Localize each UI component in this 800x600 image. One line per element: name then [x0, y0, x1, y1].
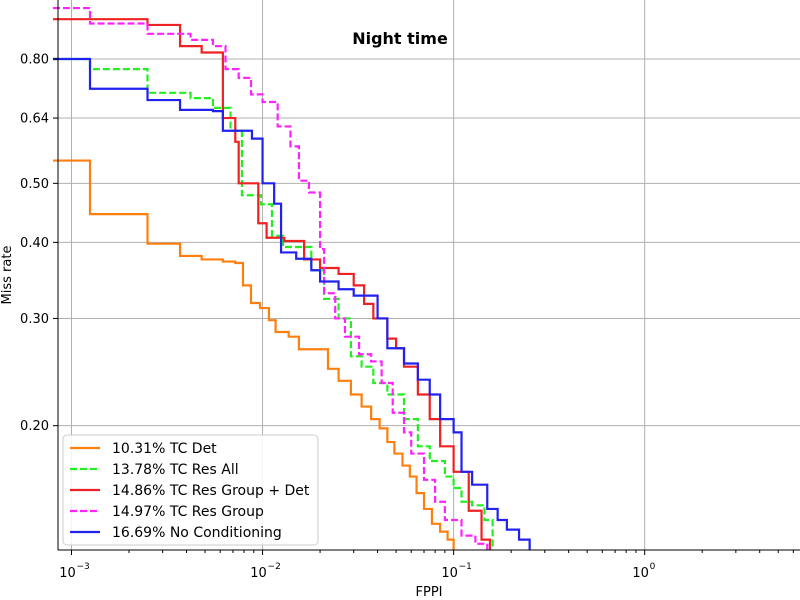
series-line [52, 18, 492, 550]
chart-title: Night time [352, 29, 448, 48]
x-tick-label: 10 [59, 566, 76, 581]
series-line [52, 159, 455, 550]
series-line [52, 6, 489, 550]
grid-lines [58, 0, 800, 550]
legend-entry: 10.31% TC Det [112, 441, 217, 457]
x-tick-exponent: −3 [76, 562, 89, 572]
legend-entry: 16.69% No Conditioning [112, 525, 282, 541]
x-tick-label: 10 [250, 566, 267, 581]
x-tick-label: 10 [632, 566, 649, 581]
legend: 10.31% TC Det 13.78% TC Res All 14.86% TC … [62, 434, 319, 546]
legend-box [62, 434, 319, 546]
series-line [52, 57, 531, 550]
y-ticks: 0.80 0.64 0.50 0.40 0.30 0.20 [20, 53, 58, 434]
y-tick-label: 0.50 [20, 177, 49, 192]
axes [57, 0, 800, 551]
plot-area [52, 6, 531, 550]
y-tick-label: 0.30 [20, 312, 49, 327]
x-axis-label: FPPI [416, 585, 443, 600]
x-tick-label: 10 [441, 566, 458, 581]
y-tick-label: 0.40 [20, 236, 49, 251]
y-tick-label: 0.80 [20, 53, 49, 68]
legend-entry: 14.97% TC Res Group [112, 504, 264, 520]
y-axis-label: Miss rate [0, 246, 15, 305]
x-ticks: 10 −3 10 −2 10 −1 10 0 [59, 550, 794, 581]
legend-entry: 14.86% TC Res Group + Det [112, 483, 310, 499]
x-tick-exponent: 0 [650, 562, 656, 572]
legend-entry: 13.78% TC Res All [112, 462, 239, 478]
x-tick-exponent: −1 [459, 562, 472, 572]
y-tick-label: 0.20 [20, 419, 49, 434]
series-line [52, 57, 494, 550]
y-tick-label: 0.64 [20, 112, 49, 127]
x-tick-exponent: −2 [268, 562, 281, 572]
